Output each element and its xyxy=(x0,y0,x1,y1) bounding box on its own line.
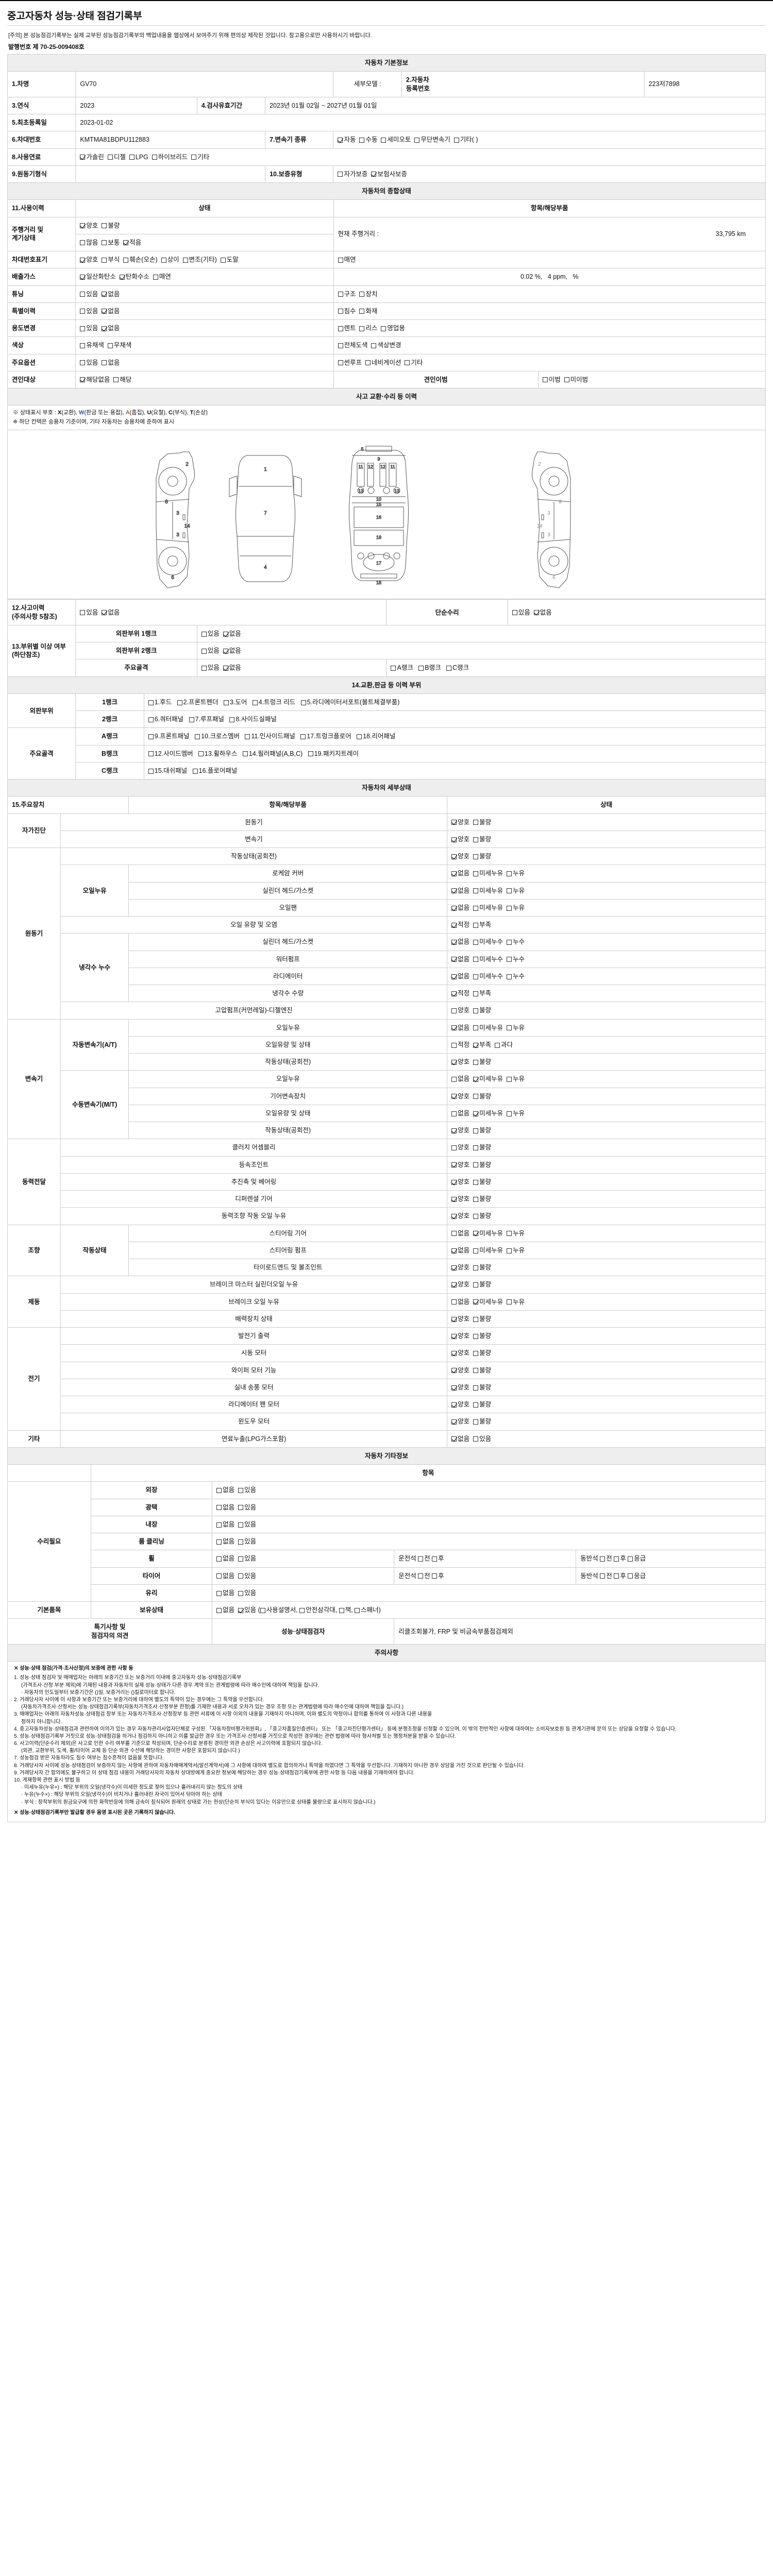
svg-text:19: 19 xyxy=(376,535,381,540)
svg-text:3: 3 xyxy=(176,511,179,516)
svg-text:7: 7 xyxy=(264,511,267,516)
svg-text:12: 12 xyxy=(380,464,385,469)
svg-text:11: 11 xyxy=(390,464,395,469)
svg-text:13: 13 xyxy=(394,488,399,494)
svg-text:3: 3 xyxy=(547,511,550,516)
svg-text:12: 12 xyxy=(368,464,373,469)
svg-text:15: 15 xyxy=(376,502,381,507)
svg-text:11: 11 xyxy=(358,464,363,469)
svg-text:17: 17 xyxy=(376,561,381,566)
svg-text:14: 14 xyxy=(184,523,190,529)
svg-text:6: 6 xyxy=(171,575,174,581)
svg-text:10: 10 xyxy=(376,497,381,502)
svg-text:2: 2 xyxy=(538,462,541,467)
svg-text:1: 1 xyxy=(264,467,267,472)
svg-text:8: 8 xyxy=(165,499,168,505)
svg-text:8: 8 xyxy=(559,499,562,505)
svg-text:14: 14 xyxy=(536,523,543,529)
svg-text:3: 3 xyxy=(547,532,550,538)
svg-text:3: 3 xyxy=(176,532,179,538)
svg-text:18: 18 xyxy=(376,580,381,585)
svg-text:13: 13 xyxy=(358,488,363,494)
svg-text:6: 6 xyxy=(552,575,556,581)
svg-text:16: 16 xyxy=(376,515,381,520)
svg-text:5: 5 xyxy=(361,447,363,452)
svg-text:4: 4 xyxy=(264,565,267,570)
svg-text:2: 2 xyxy=(186,462,189,467)
svg-text:9: 9 xyxy=(377,456,380,462)
